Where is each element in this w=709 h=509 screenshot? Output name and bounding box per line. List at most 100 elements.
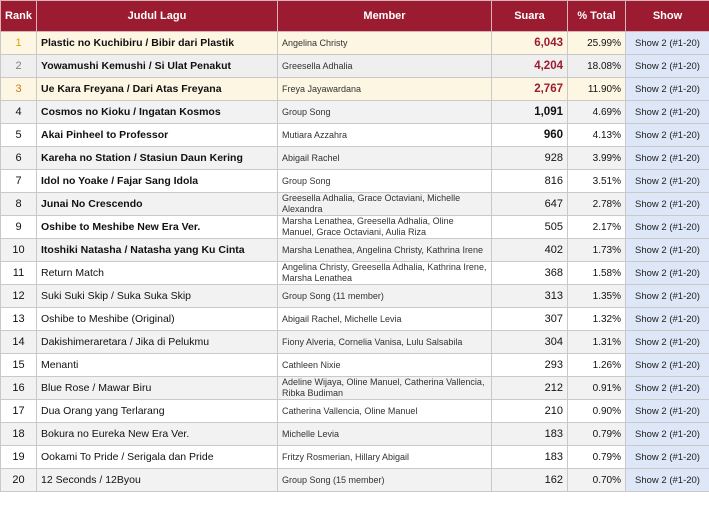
rank-cell: 20 [0,468,37,492]
song-title-cell: Yowamushi Kemushi / Si Ulat Penakut [36,54,278,78]
show-cell: Show 2 (#1-20) [625,445,709,469]
table-row: 16 Blue Rose / Mawar Biru Adeline Wijaya, … [0,376,709,400]
show-cell: Show 2 (#1-20) [625,169,709,193]
show-cell: Show 2 (#1-20) [625,330,709,354]
table-row: 9 Oshibe to Meshibe New Era Ver. Marsha Le… [0,215,709,239]
votes-cell: 368 [491,261,568,285]
rank-cell: 1 [0,31,37,55]
member-cell: Fiony Alveria, Cornelia Vanisa, Lulu Sal… [277,330,492,354]
table-row: 12 Suki Suki Skip / Suka Suka Skip Group S… [0,284,709,308]
percent-total-cell: 2.17% [567,215,626,239]
member-cell: Greesella Adhalia, Grace Octaviani, Mich… [277,192,492,216]
ranking-table: Rank Judul Lagu Member Suara % Total Sho… [0,0,709,492]
member-cell: Group Song (11 member) [277,284,492,308]
show-cell: Show 2 (#1-20) [625,468,709,492]
percent-total-cell: 1.58% [567,261,626,285]
table-row: 17 Dua Orang yang Terlarang Catherina Vall… [0,399,709,423]
rank-cell: 12 [0,284,37,308]
song-title-cell: Oshibe to Meshibe New Era Ver. [36,215,278,239]
rank-cell: 19 [0,445,37,469]
song-title-cell: Ue Kara Freyana / Dari Atas Freyana [36,77,278,101]
song-title-cell: Idol no Yoake / Fajar Sang Idola [36,169,278,193]
table-row: 15 Menanti Cathleen Nixie 293 1.26% Show 2 (#… [0,353,709,377]
votes-cell: 304 [491,330,568,354]
rank-cell: 10 [0,238,37,262]
votes-cell: 307 [491,307,568,331]
table-row: 4 Cosmos no Kioku / Ingatan Kosmos Group S… [0,100,709,124]
member-cell: Abigail Rachel, Michelle Levia [277,307,492,331]
rank-cell: 11 [0,261,37,285]
rank-cell: 16 [0,376,37,400]
votes-cell: 6,043 [491,31,568,55]
votes-cell: 293 [491,353,568,377]
member-cell: Group Song (15 member) [277,468,492,492]
member-cell: Angelina Christy, Greesella Adhalia, Kat… [277,261,492,285]
rank-cell: 4 [0,100,37,124]
table-row: 5 Akai Pinheel to Professor Mutiara Azzahr… [0,123,709,147]
percent-total-cell: 0.79% [567,422,626,446]
show-cell: Show 2 (#1-20) [625,100,709,124]
song-title-cell: Return Match [36,261,278,285]
member-header: Member [277,0,492,32]
member-cell: Marsha Lenathea, Greesella Adhalia, Olin… [277,215,492,239]
table-row: 11 Return Match Angelina Christy, Greesell… [0,261,709,285]
member-cell: Abigail Rachel [277,146,492,170]
rank-cell: 5 [0,123,37,147]
member-cell: Fritzy Rosmerian, Hillary Abigail [277,445,492,469]
votes-cell: 505 [491,215,568,239]
song-title-cell: Dakishimeraretara / Jika di Pelukmu [36,330,278,354]
percent-total-header: % Total [567,0,626,32]
votes-cell: 928 [491,146,568,170]
rank-cell: 17 [0,399,37,423]
song-title-cell: Suki Suki Skip / Suka Suka Skip [36,284,278,308]
member-cell: Adeline Wijaya, Oline Manuel, Catherina … [277,376,492,400]
votes-cell: 183 [491,445,568,469]
votes-cell: 816 [491,169,568,193]
table-row: 7 Idol no Yoake / Fajar Sang Idola Group S… [0,169,709,193]
show-cell: Show 2 (#1-20) [625,54,709,78]
show-cell: Show 2 (#1-20) [625,307,709,331]
member-cell: Freya Jayawardana [277,77,492,101]
table-body: 1 Plastic no Kuchibiru / Bibir dari Plast… [0,31,709,492]
percent-total-cell: 1.26% [567,353,626,377]
table-row: 18 Bokura no Eureka New Era Ver. Michelle … [0,422,709,446]
votes-cell: 183 [491,422,568,446]
member-cell: Group Song [277,169,492,193]
votes-cell: 210 [491,399,568,423]
percent-total-cell: 11.90% [567,77,626,101]
table-row: 8 Junai No Crescendo Greesella Adhalia, Gr… [0,192,709,216]
percent-total-cell: 0.70% [567,468,626,492]
song-title-cell: Cosmos no Kioku / Ingatan Kosmos [36,100,278,124]
song-title-header: Judul Lagu [36,0,278,32]
table-row: 2 Yowamushi Kemushi / Si Ulat Penakut Gree… [0,54,709,78]
member-cell: Mutiara Azzahra [277,123,492,147]
percent-total-cell: 3.51% [567,169,626,193]
table-row: 13 Oshibe to Meshibe (Original) Abigail Ra… [0,307,709,331]
song-title-cell: Blue Rose / Mawar Biru [36,376,278,400]
rank-header: Rank [0,0,37,32]
table-row: 3 Ue Kara Freyana / Dari Atas Freyana Frey… [0,77,709,101]
votes-cell: 960 [491,123,568,147]
song-title-cell: Menanti [36,353,278,377]
song-title-cell: 12 Seconds / 12Byou [36,468,278,492]
song-title-cell: Kareha no Station / Stasiun Daun Kering [36,146,278,170]
percent-total-cell: 1.35% [567,284,626,308]
show-header: Show [625,0,709,32]
member-cell: Marsha Lenathea, Angelina Christy, Kathr… [277,238,492,262]
percent-total-cell: 18.08% [567,54,626,78]
table-row: 1 Plastic no Kuchibiru / Bibir dari Plast… [0,31,709,55]
percent-total-cell: 2.78% [567,192,626,216]
song-title-cell: Oshibe to Meshibe (Original) [36,307,278,331]
show-cell: Show 2 (#1-20) [625,261,709,285]
song-title-cell: Dua Orang yang Terlarang [36,399,278,423]
votes-cell: 212 [491,376,568,400]
percent-total-cell: 3.99% [567,146,626,170]
show-cell: Show 2 (#1-20) [625,146,709,170]
song-title-cell: Akai Pinheel to Professor [36,123,278,147]
member-cell: Group Song [277,100,492,124]
member-cell: Catherina Vallencia, Oline Manuel [277,399,492,423]
show-cell: Show 2 (#1-20) [625,77,709,101]
table-row: 20 12 Seconds / 12Byou Group Song (15 memb… [0,468,709,492]
percent-total-cell: 4.13% [567,123,626,147]
show-cell: Show 2 (#1-20) [625,31,709,55]
